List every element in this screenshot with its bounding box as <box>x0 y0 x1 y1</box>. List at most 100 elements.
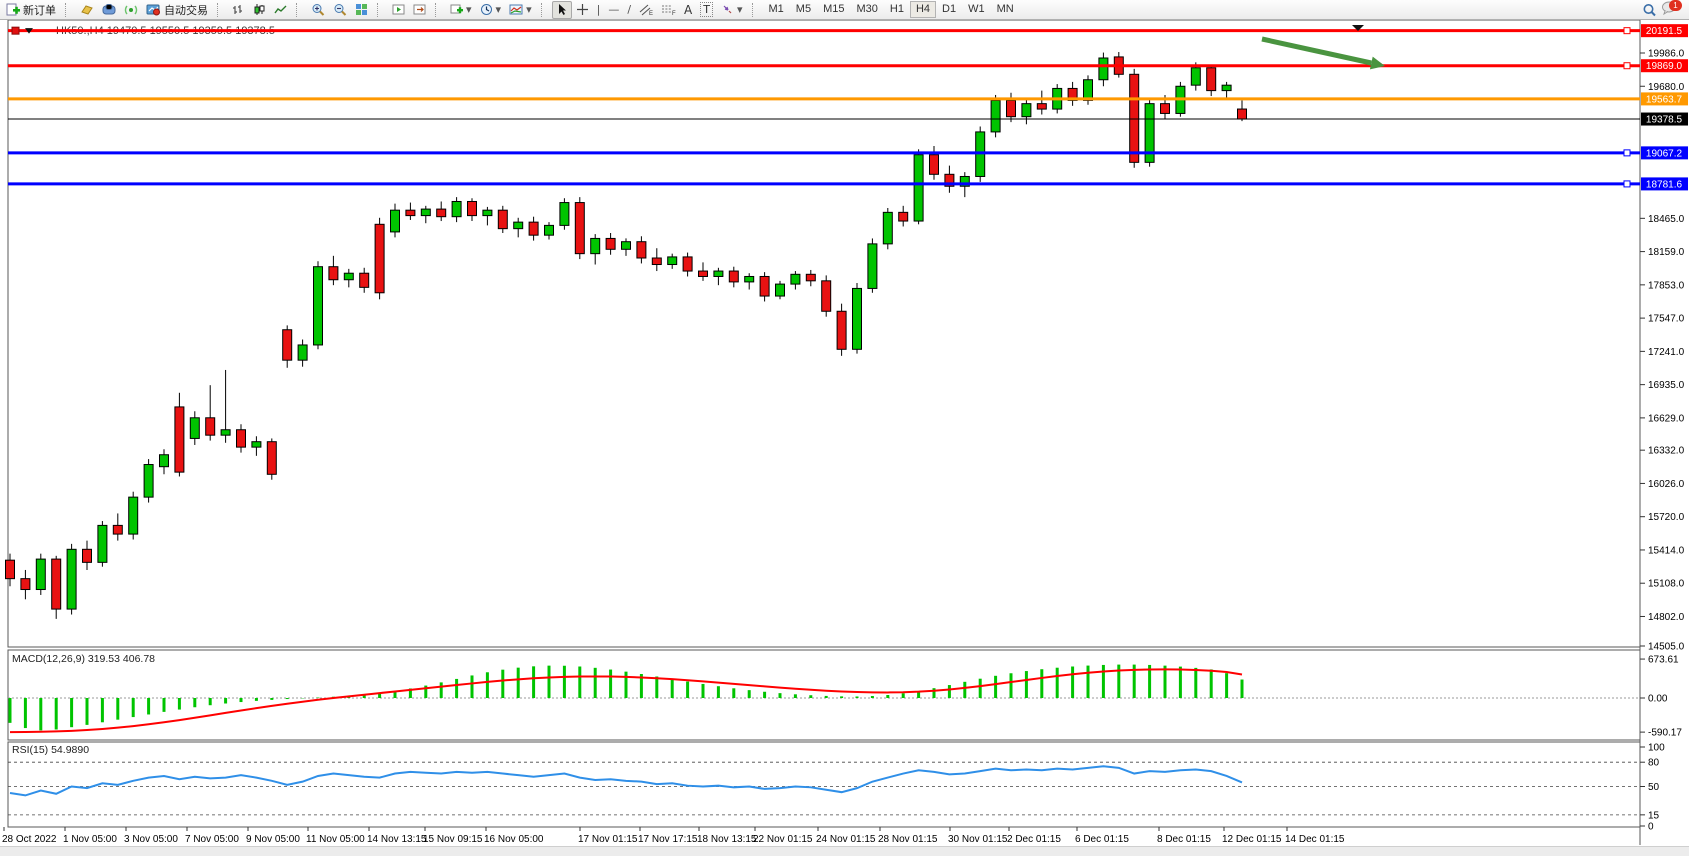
x-axis-date-label: 18 Nov 13:15 <box>697 834 757 845</box>
x-axis-date-label: 28 Oct 2022 <box>2 834 57 845</box>
signals-button[interactable] <box>120 1 142 19</box>
tile-windows-button[interactable] <box>351 1 372 19</box>
annotation-arrow-head[interactable] <box>1369 56 1385 70</box>
line-anchor[interactable] <box>1623 62 1631 70</box>
horizontal-line-icon: — <box>608 3 620 16</box>
object-marker[interactable] <box>1352 25 1364 31</box>
zoom-in-button[interactable] <box>307 1 329 19</box>
annotation-arrow[interactable] <box>1261 36 1372 66</box>
line-handle[interactable] <box>11 26 20 35</box>
bull-candle <box>1083 79 1093 101</box>
zoom-out-button[interactable] <box>329 1 351 19</box>
line-anchor[interactable] <box>1623 149 1631 157</box>
bull-candle <box>590 237 601 255</box>
autotrading-button[interactable]: 自动交易 <box>142 1 212 19</box>
dropdown-marker[interactable] <box>25 28 33 34</box>
bull-candle <box>852 287 862 350</box>
x-axis-date-label: 30 Nov 01:15 <box>948 834 1008 845</box>
bull-candle <box>544 224 554 236</box>
template-button[interactable]: ▾ <box>505 1 536 19</box>
chart-shift-button[interactable] <box>409 1 430 19</box>
tab-timeframe-m15[interactable]: M15 <box>823 3 845 15</box>
trendline-tool[interactable]: / <box>623 1 635 19</box>
bear-candle <box>436 208 447 218</box>
new-order-label: 新订单 <box>23 4 56 17</box>
dropdown-arrow: ▾ <box>495 3 502 16</box>
tab-timeframe-mn[interactable]: MN <box>996 3 1014 15</box>
tab-timeframe-h1[interactable]: H1 <box>889 3 904 15</box>
crosshair-icon <box>576 4 588 15</box>
y-axis-tick-label: 19986.0 <box>1648 49 1685 60</box>
bar-chart-icon <box>233 5 242 14</box>
bull-candle <box>482 209 493 217</box>
y-axis-tick-label: 15720.0 <box>1648 512 1685 523</box>
tab-timeframe-h4[interactable]: H4 <box>909 1 937 18</box>
text-label-icon: T <box>700 2 713 17</box>
svg-text:E: E <box>649 11 653 16</box>
bull-candle <box>1021 103 1032 118</box>
new-chart-button[interactable]: ▾ <box>446 1 476 19</box>
y-axis-tick-label: 18465.0 <box>1648 214 1685 225</box>
candlestick-chart-icon <box>254 4 265 15</box>
price-badge <box>1641 92 1688 106</box>
y-axis-tick-label: 16629.0 <box>1648 413 1685 424</box>
bear-candle <box>359 272 370 288</box>
tab-timeframe-m1[interactable]: M1 <box>768 3 784 15</box>
line-anchor[interactable] <box>1623 27 1631 35</box>
crosshair-tool-button[interactable] <box>572 1 593 19</box>
search-button[interactable] <box>1638 1 1661 19</box>
arrows-tool-button[interactable]: ▾ <box>717 1 747 19</box>
autotrading-icon <box>146 4 160 16</box>
cursor-tool-button[interactable] <box>551 0 572 19</box>
tab-timeframe-d1[interactable]: D1 <box>942 3 957 15</box>
rsi-label: RSI(15) 54.9890 <box>12 744 89 756</box>
macd-label: MACD(12,26,9) 319.53 406.78 <box>12 653 155 665</box>
new-order-button[interactable]: 新订单 <box>2 1 60 19</box>
y-axis-tick-label: 14505.0 <box>1648 642 1685 653</box>
bear-candle <box>174 406 185 473</box>
text-label-tool[interactable]: T <box>696 1 717 19</box>
candlestick-chart-button[interactable] <box>249 1 270 19</box>
vertical-line-icon: | <box>596 3 601 16</box>
price-badge-label: 20191.5 <box>1646 26 1683 37</box>
bull-candle <box>451 200 462 218</box>
bull-candle <box>1098 57 1109 81</box>
notifications-button[interactable]: 1 <box>1661 0 1682 18</box>
bear-candle <box>497 209 508 230</box>
bull-candle <box>1144 103 1155 163</box>
vertical-line-tool[interactable]: | <box>593 1 605 19</box>
auto-scroll-button[interactable] <box>388 1 409 19</box>
bull-candle <box>1221 84 1232 92</box>
line-chart-icon <box>274 5 287 14</box>
text-tool[interactable]: A <box>680 1 696 19</box>
period-button[interactable]: ▾ <box>476 1 506 19</box>
clock-icon <box>480 4 492 15</box>
y-axis-tick-label: 17241.0 <box>1648 347 1685 358</box>
fibonacci-tool[interactable]: F <box>657 1 680 19</box>
line-chart-button[interactable] <box>270 1 291 19</box>
bull-candle <box>559 202 570 226</box>
horizontal-line-tool[interactable]: — <box>604 1 623 19</box>
price-badge <box>1641 59 1688 73</box>
trendline-icon: / <box>627 3 632 16</box>
bull-candle <box>343 272 354 281</box>
bar-chart-button[interactable] <box>228 1 249 19</box>
tab-timeframe-m30[interactable]: M30 <box>856 3 878 15</box>
metaeditor-button[interactable] <box>98 1 120 19</box>
equidistant-channel-tool[interactable]: E <box>635 1 657 19</box>
line-anchor[interactable] <box>1623 180 1631 188</box>
quotes-button[interactable] <box>76 1 98 19</box>
tab-timeframe-m5[interactable]: M5 <box>795 3 812 15</box>
bear-candle <box>405 209 416 217</box>
tab-timeframe-w1[interactable]: W1 <box>968 3 985 15</box>
rsi-axis-label: 80 <box>1648 758 1660 769</box>
svg-text:F: F <box>672 11 676 16</box>
toolbar: 新订单 自动交易 <box>0 0 1689 20</box>
bear-candle <box>328 266 339 281</box>
x-axis-date-label: 1 Nov 05:00 <box>63 834 117 845</box>
x-axis-date-label: 28 Nov 01:15 <box>878 834 938 845</box>
bull-candle <box>220 429 231 436</box>
price-badge <box>1641 24 1688 38</box>
